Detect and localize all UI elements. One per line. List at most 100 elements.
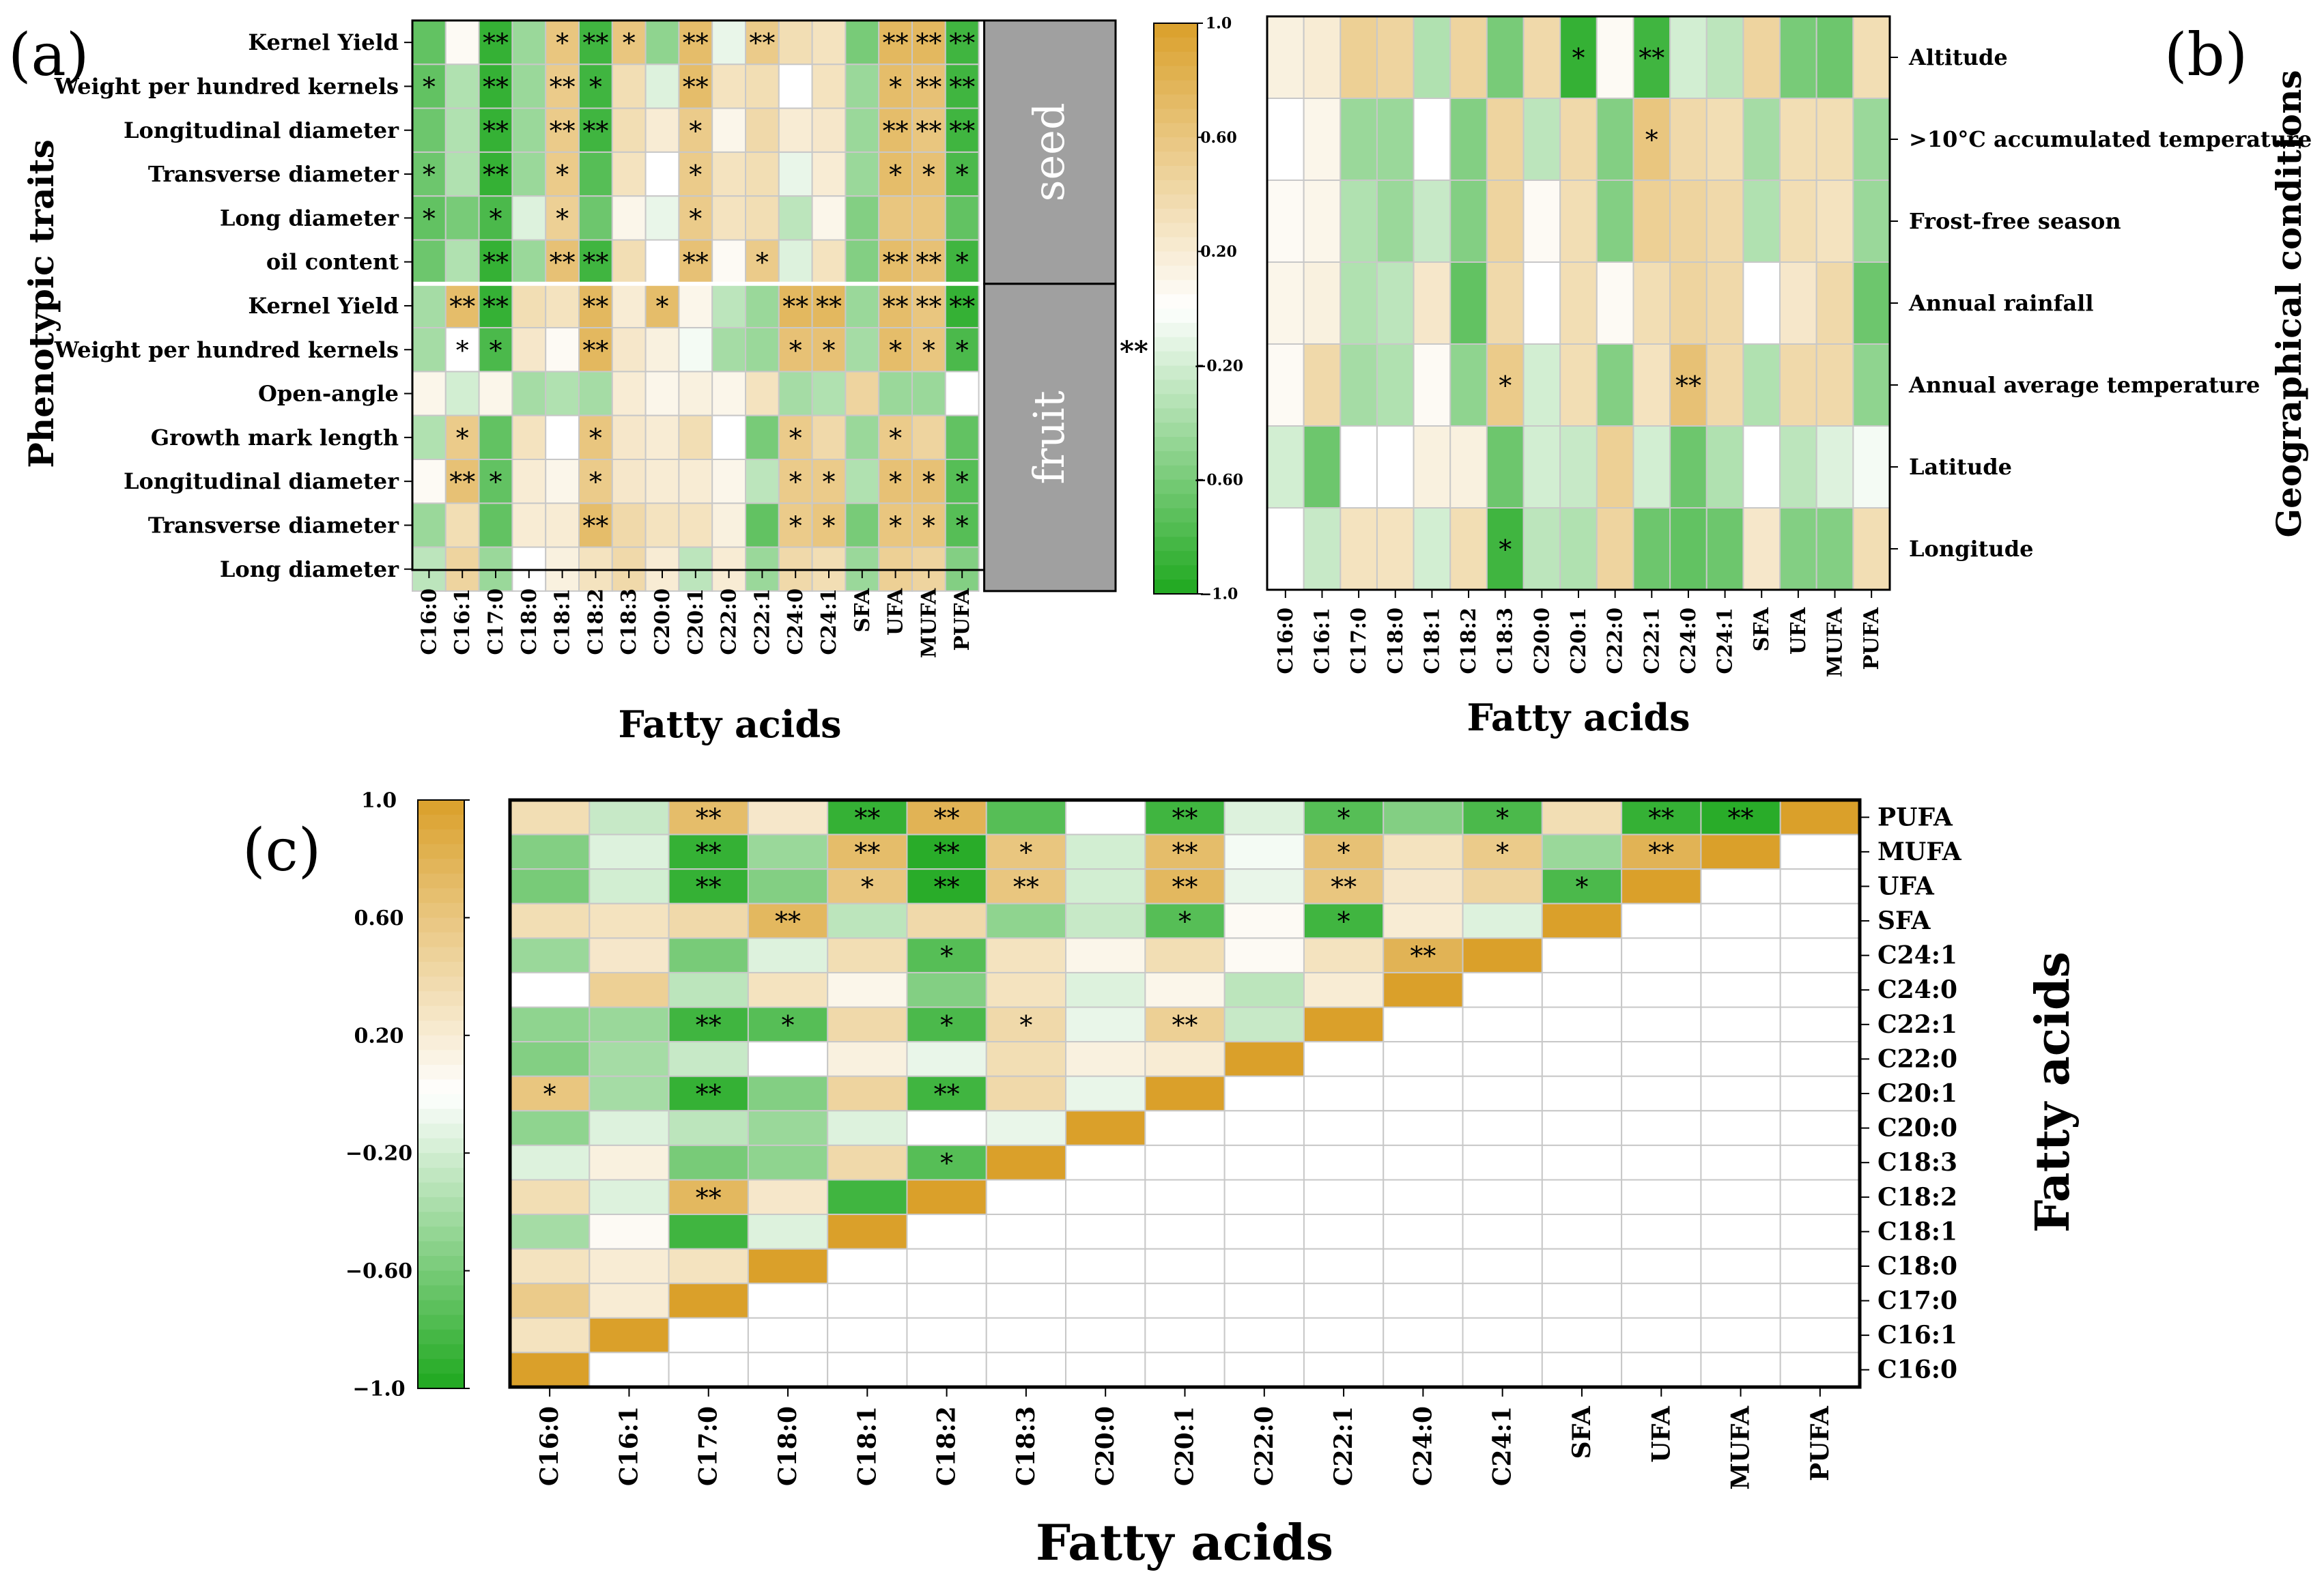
colorbar-segment: [418, 1182, 464, 1198]
cell: [578, 502, 613, 548]
cell: [1223, 1283, 1305, 1319]
colorbar-segment: [418, 902, 464, 918]
cell: [1413, 16, 1451, 99]
cell: [1340, 507, 1378, 590]
column-label: C17:0: [694, 1406, 723, 1486]
cell: [1266, 98, 1305, 181]
cell: [1413, 343, 1451, 427]
cell: [644, 502, 680, 548]
significance-mark: **: [483, 116, 509, 146]
cell: [578, 371, 613, 416]
significance-mark: **: [916, 248, 941, 278]
cell: [1383, 833, 1464, 870]
cell: [1065, 1248, 1146, 1285]
cell: [944, 371, 980, 416]
cell: [1449, 16, 1488, 99]
cell: [906, 1144, 987, 1181]
cell: [1065, 971, 1146, 1008]
cell: [1223, 1041, 1305, 1077]
column-label: UFA: [1647, 1405, 1675, 1463]
cell: [668, 937, 749, 973]
colorbar-segment: [418, 1197, 464, 1212]
cell: [1541, 1041, 1623, 1077]
cell: [511, 283, 547, 329]
cell: [1303, 1041, 1385, 1077]
cell: [878, 283, 913, 329]
cell: [412, 502, 447, 548]
cell: [745, 502, 780, 548]
significance-mark: *: [1496, 803, 1509, 833]
cell: [1486, 261, 1525, 345]
column-label: SFA: [1750, 607, 1774, 651]
cell: [478, 502, 513, 548]
cell: [1815, 261, 1854, 345]
cell: [1449, 507, 1488, 590]
cell: [589, 1041, 670, 1077]
cell: [1340, 180, 1378, 263]
cell: [1705, 507, 1744, 590]
cell: [1700, 1144, 1781, 1181]
cell: [711, 283, 746, 329]
cell: [1700, 1075, 1781, 1112]
cell: [509, 1352, 591, 1388]
cell: [1700, 1006, 1781, 1043]
cell: [1621, 1179, 1702, 1216]
significance-mark: *: [956, 160, 969, 190]
row-label: Altitude: [1908, 44, 2008, 70]
cell: [644, 239, 680, 285]
row-label: C18:3: [1877, 1148, 1957, 1177]
significance-mark: **: [949, 72, 975, 102]
cell: [644, 107, 680, 153]
column-label: C18:3: [1494, 608, 1518, 674]
cell: [545, 327, 580, 373]
significance-mark: **: [1172, 838, 1198, 868]
colorbar-segment: [418, 873, 464, 889]
significance-mark: *: [490, 203, 502, 233]
cell: [745, 459, 780, 504]
colorbar-tick-label: −0.60: [1194, 472, 1243, 489]
cell: [1700, 1283, 1781, 1319]
significance-mark: **: [683, 248, 709, 278]
cell: [747, 1179, 829, 1216]
cell: [1413, 98, 1451, 181]
cell: [1462, 1041, 1543, 1077]
cell: [478, 107, 513, 153]
cell: [545, 414, 580, 461]
cell: [478, 327, 513, 373]
significance-mark: **: [916, 291, 941, 322]
cell: [412, 239, 447, 285]
cell: [1541, 1110, 1623, 1146]
colorbar-segment: [1154, 565, 1198, 580]
colorbar-segment: [1154, 266, 1198, 281]
colorbar-segment: [1154, 465, 1198, 481]
column-label: PUFA: [950, 588, 974, 651]
column-label: UFA: [1787, 607, 1811, 655]
cell: [1779, 1248, 1860, 1285]
cell: [1462, 1352, 1543, 1388]
cell: [1266, 425, 1305, 509]
cell: [1700, 1214, 1781, 1250]
cell: [511, 371, 547, 416]
cell: [711, 195, 746, 241]
colorbar-segment: [418, 859, 464, 874]
significance-mark: **: [582, 116, 608, 146]
cell: [1779, 16, 1817, 99]
significance-mark: **: [1648, 838, 1674, 868]
cell: [611, 371, 647, 416]
cell: [1541, 1144, 1623, 1181]
significance-mark: *: [589, 72, 602, 102]
cell: [1462, 1317, 1543, 1354]
cell: [1144, 1075, 1225, 1112]
cell: [589, 1248, 670, 1285]
cell: [668, 1006, 749, 1043]
cell: [811, 371, 847, 416]
cell: [747, 1283, 829, 1319]
colorbar-segment: [1154, 109, 1198, 124]
cell: [1303, 971, 1385, 1008]
cell: [1340, 98, 1378, 181]
cell: [1383, 1144, 1464, 1181]
row-label: C16:1: [1877, 1321, 1957, 1350]
cell: [1559, 180, 1598, 263]
cell: [1815, 507, 1854, 590]
cell: [509, 1006, 591, 1043]
